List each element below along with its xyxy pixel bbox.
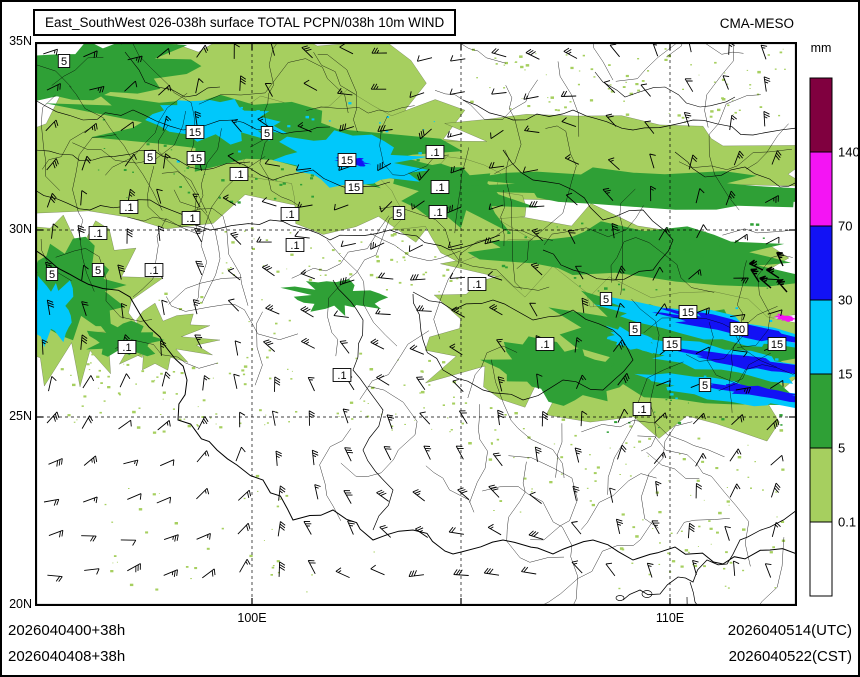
svg-text:15: 15 [666, 339, 678, 351]
svg-text:5: 5 [49, 269, 55, 281]
svg-text:5: 5 [61, 56, 67, 68]
colorbar-segment [809, 151, 833, 227]
svg-text:.1: .1 [93, 228, 102, 240]
svg-text:5: 5 [147, 152, 153, 164]
footer-valid-utc: 2026040514(UTC) [727, 622, 852, 639]
lat-tick-label: 35N [9, 34, 32, 48]
lon-tick-label: 110E [655, 611, 685, 625]
svg-text:.1: .1 [290, 240, 299, 252]
chart-title: East_SouthWest 026-038h surface TOTAL PC… [45, 15, 445, 30]
svg-text:15: 15 [341, 155, 353, 167]
svg-text:.1: .1 [124, 202, 133, 214]
svg-text:5: 5 [603, 294, 609, 306]
colorbar-tick-label: 140 [838, 145, 860, 160]
colorbar-segment [809, 373, 833, 449]
svg-text:.1: .1 [637, 404, 646, 416]
lon-tick-label: 100E [237, 611, 267, 625]
svg-text:.1: .1 [435, 182, 444, 194]
svg-text:.1: .1 [149, 265, 158, 277]
svg-text:.1: .1 [430, 147, 439, 159]
map-canvas: .1 .1 .1 .1 .1 .1 .1 .1 .1 .1 .1 .1 .1 .1 .1 5 5 5 5 5 5 5 5 5 1… [35, 42, 797, 606]
lat-tick-label: 30N [9, 222, 32, 236]
model-name: CMA-MESO [719, 16, 794, 31]
footer-valid-cst: 2026040522(CST) [728, 648, 852, 665]
title-box: East_SouthWest 026-038h surface TOTAL PC… [33, 9, 457, 36]
svg-text:5: 5 [396, 208, 402, 220]
svg-text:.1: .1 [540, 339, 549, 351]
footer-run-cst: 2026040408+38h [8, 648, 126, 665]
svg-text:15: 15 [189, 127, 201, 139]
svg-text:.1: .1 [186, 213, 195, 225]
svg-text:.1: .1 [472, 279, 481, 291]
colorbar-segment [809, 225, 833, 301]
colorbar-tick-label: 5 [838, 441, 845, 456]
colorbar-tick-label: 70 [838, 219, 852, 234]
colorbar-segment [809, 299, 833, 375]
svg-text:15: 15 [190, 153, 202, 165]
svg-text:30: 30 [733, 324, 745, 336]
footer-run-utc: 2026040400+38h [8, 622, 126, 639]
colorbar-segment [809, 447, 833, 523]
svg-text:.1: .1 [337, 370, 346, 382]
svg-text:.1: .1 [122, 342, 131, 354]
svg-text:15: 15 [771, 339, 783, 351]
svg-text:5: 5 [632, 324, 638, 336]
lat-tick-label: 25N [9, 409, 32, 423]
colorbar-segment [809, 77, 833, 153]
svg-text:.1: .1 [285, 209, 294, 221]
svg-text:15: 15 [348, 182, 360, 194]
colorbar-unit-label: mm [811, 41, 832, 55]
svg-text:5: 5 [264, 128, 270, 140]
colorbar-tick-label: 30 [838, 293, 852, 308]
colorbar: mm 140 70 30 15 5 0.1 [809, 41, 860, 597]
colorbar-segment [809, 521, 833, 597]
svg-text:5: 5 [702, 380, 708, 392]
svg-text:15: 15 [682, 307, 694, 319]
svg-text:.1: .1 [234, 169, 243, 181]
colorbar-tick-label: 0.1 [838, 515, 856, 530]
colorbar-tick-label: 15 [838, 367, 852, 382]
svg-text:.1: .1 [433, 207, 442, 219]
svg-text:5: 5 [95, 265, 101, 277]
lat-tick-label: 20N [9, 597, 32, 611]
